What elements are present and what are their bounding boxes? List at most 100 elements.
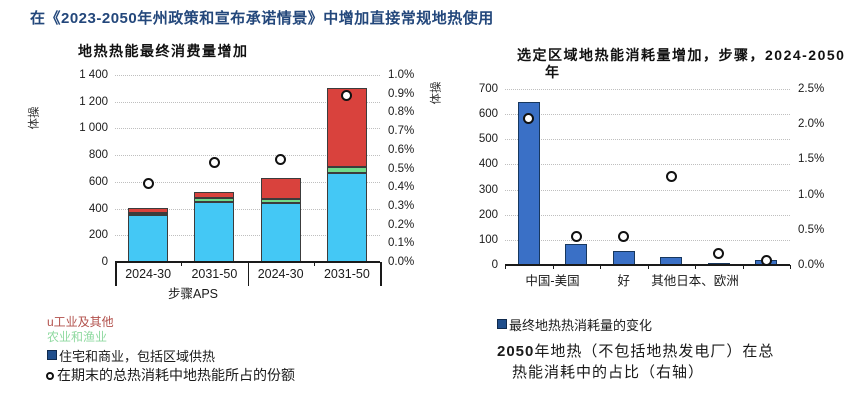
y2-axis-tick-label: 0.6% xyxy=(388,143,415,156)
bar-segment xyxy=(260,177,301,199)
y-axis-tick-label: 600 xyxy=(478,108,498,121)
right-chart-title-line2: 年 xyxy=(545,64,561,80)
x-axis-tick xyxy=(181,262,183,266)
gridline xyxy=(115,235,380,237)
gridline xyxy=(115,155,380,157)
y2-axis-tick-label: 0.0% xyxy=(388,256,415,268)
y2-axis-tick-label: 1.5% xyxy=(798,153,825,166)
gridline xyxy=(505,239,790,241)
y-axis-tick-label: 300 xyxy=(478,183,498,196)
y2-axis-tick-label: 2.5% xyxy=(798,83,825,95)
share-marker xyxy=(618,230,630,242)
bar-segment xyxy=(260,198,301,204)
share-marker xyxy=(523,113,535,125)
y-axis-tick-label: 1 000 xyxy=(79,122,108,135)
x-axis-tick xyxy=(313,262,315,266)
y2-axis-tick-label: 0.5% xyxy=(798,223,825,236)
x-axis-category-label: 2024-30 xyxy=(257,267,304,281)
gridline xyxy=(505,139,790,141)
x-axis-category-label: 好 xyxy=(617,274,631,288)
y2-axis-tick-label: 0.1% xyxy=(388,237,415,250)
bar-segment xyxy=(326,87,367,168)
y-axis-tick-label: 200 xyxy=(478,208,498,221)
gridline xyxy=(115,101,380,103)
y2-axis-tick-label: 0.3% xyxy=(388,199,415,212)
blue-square-icon xyxy=(47,350,57,360)
page-title: 在《2023-2050年州政策和宣布承诺情景》中增加直接常规地热使用 xyxy=(30,10,494,27)
y-axis-tick-label: 700 xyxy=(478,83,498,95)
bar-segment xyxy=(128,214,169,262)
x-axis-tick xyxy=(790,265,791,269)
gridline xyxy=(505,114,790,116)
y-axis-tick-label: 0 xyxy=(101,256,108,268)
x-axis-tick xyxy=(600,265,601,269)
bar-segment xyxy=(194,191,235,198)
x-axis-tick xyxy=(505,265,506,269)
left-chart-group-label: 步骤APS xyxy=(167,287,219,301)
gridline xyxy=(115,208,380,210)
legend-change-label: 最终地热热消耗量的变化 xyxy=(509,318,653,333)
y-axis-tick-label: 800 xyxy=(88,149,108,162)
gridline xyxy=(505,164,790,166)
x-axis-category-label: 2031-50 xyxy=(323,267,370,281)
right-chart-caption: 2050年地热（不包括地热发电厂）在总 热能消耗中的占比（右轴） xyxy=(497,341,774,383)
share-marker xyxy=(142,177,154,189)
x-axis-category-label: 2024-30 xyxy=(125,267,172,281)
y-axis-tick-label: 600 xyxy=(88,175,108,188)
y2-axis-tick-label: 2.0% xyxy=(798,118,825,131)
y-axis-tick-label: 0 xyxy=(491,259,498,271)
left-chart-title: 地热热能最终消费量增加 xyxy=(78,43,249,59)
y2-axis-tick-label: 0.4% xyxy=(388,181,415,194)
y-axis-tick-label: 400 xyxy=(478,158,498,171)
bar-segment xyxy=(517,101,540,265)
gridline xyxy=(115,75,380,76)
group-divider xyxy=(247,262,249,286)
caption-line2: 热能消耗中的占比（右轴） xyxy=(512,364,705,381)
y-axis-tick-label: 500 xyxy=(478,133,498,146)
legend-share: 在期末的总热消耗中地热能所占的份额 xyxy=(46,365,295,385)
y2-axis-tick-label: 0.8% xyxy=(388,106,415,119)
y-axis-tick-label: 200 xyxy=(88,229,108,242)
blue-square-icon xyxy=(497,319,507,329)
legend-residential: 住宅和商业，包括区域供热 xyxy=(47,346,215,365)
bar-segment xyxy=(194,201,235,262)
x-axis-tick xyxy=(647,265,649,269)
caption-year: 2050 xyxy=(497,343,535,360)
y-axis-tick-label: 1 400 xyxy=(79,69,108,81)
legend-residential-label: 住宅和商业，包括区域供热 xyxy=(59,349,216,364)
x-axis-tick xyxy=(695,265,696,269)
y-axis-tick-label: 1 200 xyxy=(79,95,108,108)
legend-agriculture: 农业和渔业 xyxy=(47,330,108,344)
y2-axis-tick-label: 0.5% xyxy=(388,162,415,175)
group-divider xyxy=(115,262,117,286)
share-marker xyxy=(341,90,353,102)
share-marker xyxy=(570,231,582,243)
bar-segment xyxy=(326,167,367,174)
gridline xyxy=(505,89,790,90)
gridline xyxy=(505,214,790,216)
x-axis-category-label: 中国-美国 xyxy=(525,274,580,288)
share-marker xyxy=(208,157,220,169)
x-axis-tick xyxy=(552,265,554,269)
bar-segment xyxy=(128,208,169,213)
legend-change: 最终地热热消耗量的变化 xyxy=(497,315,652,334)
y2-axis-tick-label: 1.0% xyxy=(798,188,825,201)
x-axis-category-label: 2031-50 xyxy=(191,267,238,281)
share-marker xyxy=(275,153,287,165)
share-marker xyxy=(760,254,772,266)
y-axis-tick-label: 400 xyxy=(88,202,108,215)
x-axis-tick xyxy=(742,265,744,269)
legend-share-label: 在期末的总热消耗中地热能所占的份额 xyxy=(57,367,295,383)
bar-segment xyxy=(128,212,169,215)
bar-segment xyxy=(565,243,588,265)
gridline xyxy=(115,181,380,183)
x-axis-category-label: 其他日本、欧洲 xyxy=(651,274,739,288)
share-marker xyxy=(665,170,677,182)
caption-line1: 年地热（不包括地热发电厂）在总 xyxy=(534,343,775,360)
gridline xyxy=(115,128,380,130)
y-axis-tick-label: 100 xyxy=(478,233,498,246)
y2-axis-tick-label: 1.0% xyxy=(388,69,415,81)
